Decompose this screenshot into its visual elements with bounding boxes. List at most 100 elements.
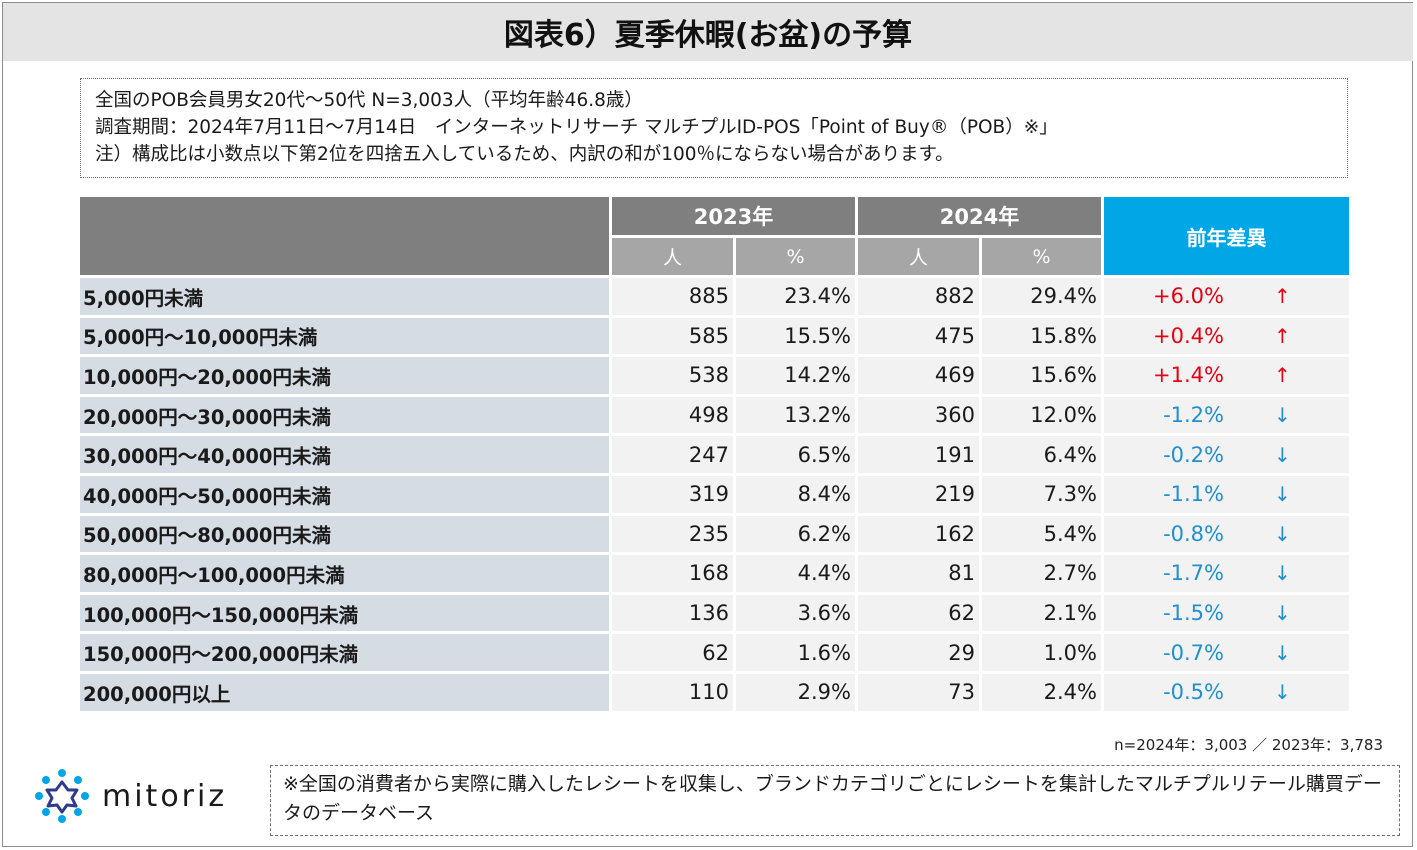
arrow-up-icon: ↑ [1274, 284, 1291, 309]
row-label: 10,000円〜20,000円未満 [80, 357, 609, 394]
arrow-down-icon: ↓ [1274, 442, 1291, 467]
cell-percent-2024: 29.4% [982, 278, 1101, 315]
subheader-percent-2023: % [736, 238, 855, 275]
cell-people-2024: 162 [858, 515, 979, 553]
row-label: 200,000円以上 [80, 674, 609, 711]
cell-percent-2023: 23.4% [736, 278, 855, 315]
arrow-down-icon: ↓ [1274, 561, 1291, 586]
note-line: 注）構成比は小数点以下第2位を四捨五入しているため、内訳の和が100％にならない… [95, 144, 954, 165]
cell-percent-2024: 5.4% [982, 515, 1101, 553]
cell-people-2023: 110 [612, 674, 733, 711]
diff-value: -1.5% [1163, 601, 1224, 626]
cell-diff: +1.4% ↑ [1104, 357, 1349, 394]
cell-diff: -0.5% ↓ [1104, 674, 1349, 711]
diff-value: -0.5% [1163, 680, 1224, 705]
cell-percent-2024: 6.4% [982, 436, 1101, 473]
cell-people-2024: 219 [858, 476, 979, 513]
cell-people-2024: 475 [858, 317, 979, 355]
cell-people-2024: 81 [858, 555, 979, 592]
arrow-down-icon: ↓ [1274, 640, 1291, 665]
arrow-down-icon: ↓ [1274, 521, 1291, 546]
diff-value: -0.2% [1163, 442, 1224, 467]
diff-value: +0.4% [1153, 323, 1224, 348]
cell-percent-2023: 4.4% [736, 555, 855, 592]
cell-diff: -1.1% ↓ [1104, 476, 1349, 513]
logo-wordmark: mitoriz [102, 778, 228, 814]
cell-diff: +0.4% ↑ [1104, 317, 1349, 355]
cell-percent-2023: 1.6% [736, 634, 855, 671]
cell-percent-2023: 6.5% [736, 436, 855, 473]
cell-percent-2023: 14.2% [736, 357, 855, 394]
cell-people-2023: 168 [612, 555, 733, 592]
cell-people-2023: 885 [612, 278, 733, 315]
row-label: 20,000円〜30,000円未満 [80, 396, 609, 434]
cell-diff: -0.7% ↓ [1104, 634, 1349, 671]
diff-value: -0.7% [1163, 640, 1224, 665]
cell-percent-2023: 15.5% [736, 317, 855, 355]
arrow-up-icon: ↑ [1274, 363, 1291, 388]
header-diff: 前年差異 [1104, 197, 1349, 275]
subheader-percent-2024: % [982, 238, 1101, 275]
arrow-down-icon: ↓ [1274, 680, 1291, 705]
mitoriz-logo-icon [35, 769, 89, 823]
cell-people-2023: 62 [612, 634, 733, 671]
cell-percent-2024: 7.3% [982, 476, 1101, 513]
cell-percent-2024: 2.7% [982, 555, 1101, 592]
cell-percent-2023: 6.2% [736, 515, 855, 553]
header-2024: 2024年 [858, 197, 1101, 235]
row-label: 30,000円〜40,000円未満 [80, 436, 609, 473]
diff-value: +1.4% [1153, 363, 1224, 388]
cell-people-2024: 73 [858, 674, 979, 711]
sample-size-note: n=2024年：3,003 ／ 2023年：3,783 [1114, 736, 1383, 754]
subheader-people-2023: 人 [612, 238, 733, 275]
arrow-down-icon: ↓ [1274, 601, 1291, 626]
cell-diff: -1.7% ↓ [1104, 555, 1349, 592]
cell-people-2024: 360 [858, 396, 979, 434]
cell-people-2023: 247 [612, 436, 733, 473]
subheader-people-2024: 人 [858, 238, 979, 275]
cell-percent-2024: 15.6% [982, 357, 1101, 394]
cell-diff: -0.8% ↓ [1104, 515, 1349, 553]
diff-value: -1.7% [1163, 561, 1224, 586]
note-line: 全国のPOB会員男女20代〜50代 N=3,003人（平均年齢46.8歳） [95, 90, 643, 111]
arrow-up-icon: ↑ [1274, 323, 1291, 348]
cell-percent-2024: 12.0% [982, 396, 1101, 434]
cell-people-2023: 538 [612, 357, 733, 394]
header-blank [80, 197, 609, 275]
cell-people-2024: 62 [858, 594, 979, 632]
arrow-down-icon: ↓ [1274, 403, 1291, 428]
header-2023: 2023年 [612, 197, 855, 235]
cell-people-2024: 469 [858, 357, 979, 394]
row-label: 150,000円〜200,000円未満 [80, 634, 609, 671]
cell-people-2024: 882 [858, 278, 979, 315]
row-label: 40,000円〜50,000円未満 [80, 476, 609, 513]
cell-percent-2023: 2.9% [736, 674, 855, 711]
cell-people-2023: 235 [612, 515, 733, 553]
figure-title: 図表6）夏季休暇(お盆)の予算 [3, 3, 1413, 61]
arrow-down-icon: ↓ [1274, 482, 1291, 507]
diff-value: +6.0% [1153, 284, 1224, 309]
row-label: 80,000円〜100,000円未満 [80, 555, 609, 592]
cell-percent-2023: 8.4% [736, 476, 855, 513]
cell-people-2023: 498 [612, 396, 733, 434]
diff-value: -1.2% [1163, 403, 1224, 428]
cell-people-2024: 191 [858, 436, 979, 473]
cell-percent-2023: 13.2% [736, 396, 855, 434]
row-label: 5,000円〜10,000円未満 [80, 317, 609, 355]
row-label: 5,000円未満 [80, 278, 609, 315]
note-line: 調査期間：2024年7月11日〜7月14日 インターネットリサーチ マルチプルI… [95, 117, 1058, 138]
cell-people-2023: 319 [612, 476, 733, 513]
cell-percent-2024: 15.8% [982, 317, 1101, 355]
cell-people-2023: 136 [612, 594, 733, 632]
cell-diff: -1.2% ↓ [1104, 396, 1349, 434]
survey-notes: 全国のPOB会員男女20代〜50代 N=3,003人（平均年齢46.8歳） 調査… [80, 78, 1348, 178]
cell-percent-2024: 1.0% [982, 634, 1101, 671]
cell-percent-2024: 2.1% [982, 594, 1101, 632]
row-label: 50,000円〜80,000円未満 [80, 515, 609, 553]
source-note: ※全国の消費者から実際に購入したレシートを収集し、ブランドカテゴリごとにレシート… [270, 765, 1400, 836]
cell-people-2023: 585 [612, 317, 733, 355]
cell-percent-2024: 2.4% [982, 674, 1101, 711]
cell-diff: -0.2% ↓ [1104, 436, 1349, 473]
diff-value: -1.1% [1163, 482, 1224, 507]
